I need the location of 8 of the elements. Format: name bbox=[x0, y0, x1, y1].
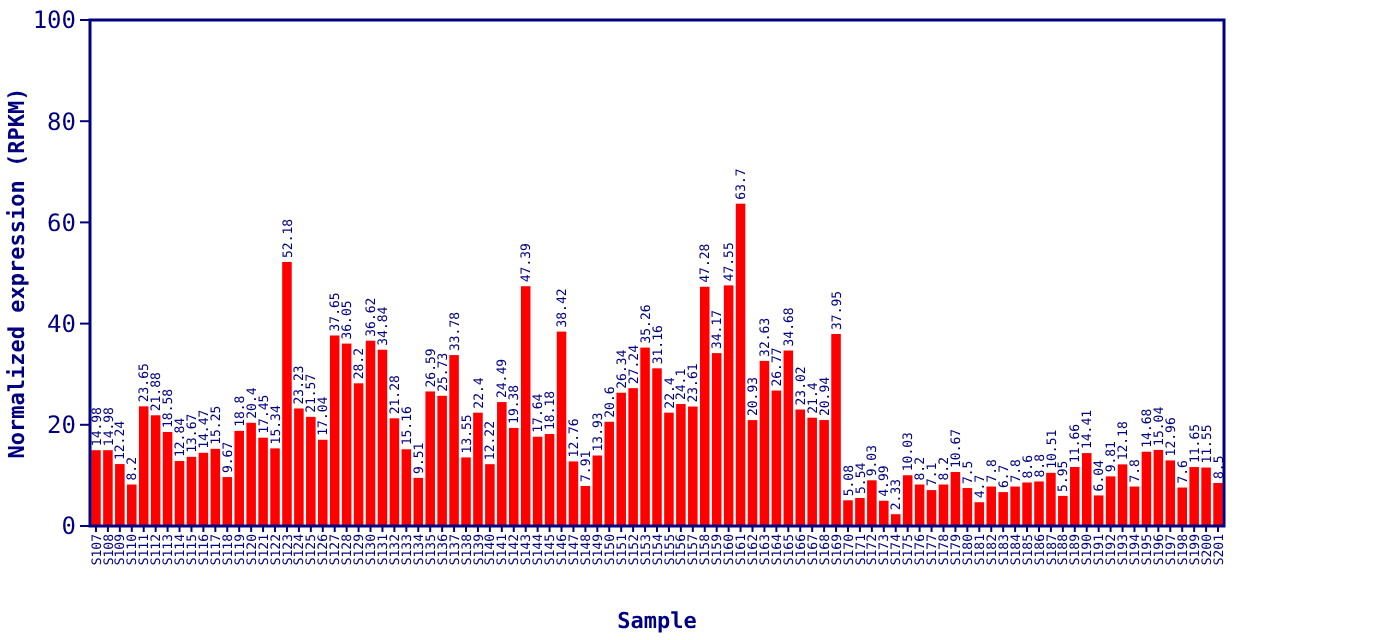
y-tick-label: 100 bbox=[32, 6, 76, 35]
y-axis-title: Normalized expression (RPKM) bbox=[4, 87, 30, 459]
y-tick-label: 20 bbox=[47, 411, 76, 440]
y-tick-label: 0 bbox=[61, 512, 76, 541]
y-tick-label: 80 bbox=[47, 107, 76, 136]
x-axis-title: Sample bbox=[617, 608, 698, 634]
y-tick-label: 40 bbox=[47, 310, 76, 338]
y-tick-label: 60 bbox=[47, 208, 76, 237]
